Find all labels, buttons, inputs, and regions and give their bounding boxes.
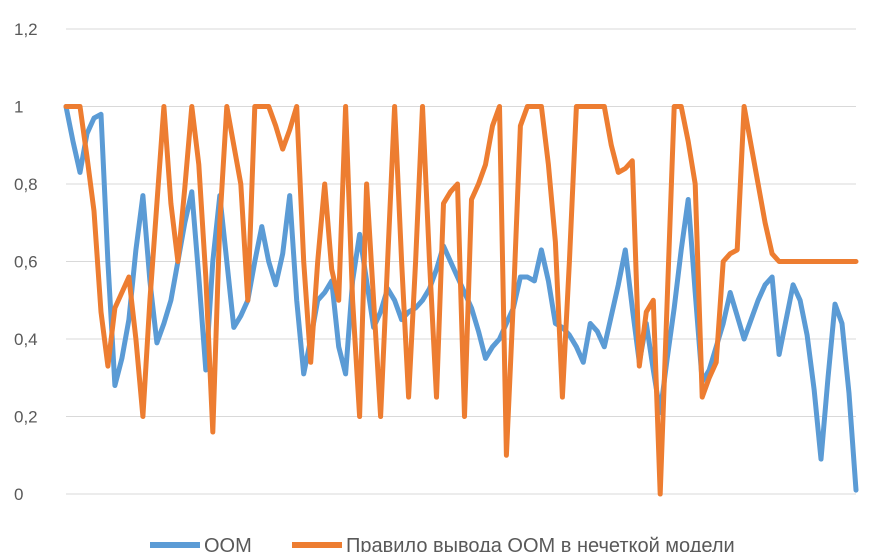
legend: ООМ Правило вывода ООМ в нечеткой модели	[150, 535, 735, 552]
legend-label-rule: Правило вывода ООМ в нечеткой модели	[346, 535, 735, 552]
y-tick-label: 0,4	[14, 330, 38, 349]
y-tick-label: 0,2	[14, 408, 38, 427]
y-tick-label: 0,8	[14, 175, 38, 194]
series-line-rule	[63, 104, 859, 497]
y-tick-label: 1	[14, 98, 23, 117]
y-tick-label: 0,6	[14, 253, 38, 272]
y-tick-label: 0	[14, 485, 23, 504]
series-lines	[63, 104, 859, 497]
y-tick-label: 1,2	[14, 20, 38, 39]
y-axis-tick-labels: 0 0,2 0,4 0,6 0,8 1 1,2	[14, 20, 38, 504]
legend-label-oom: ООМ	[204, 535, 252, 552]
